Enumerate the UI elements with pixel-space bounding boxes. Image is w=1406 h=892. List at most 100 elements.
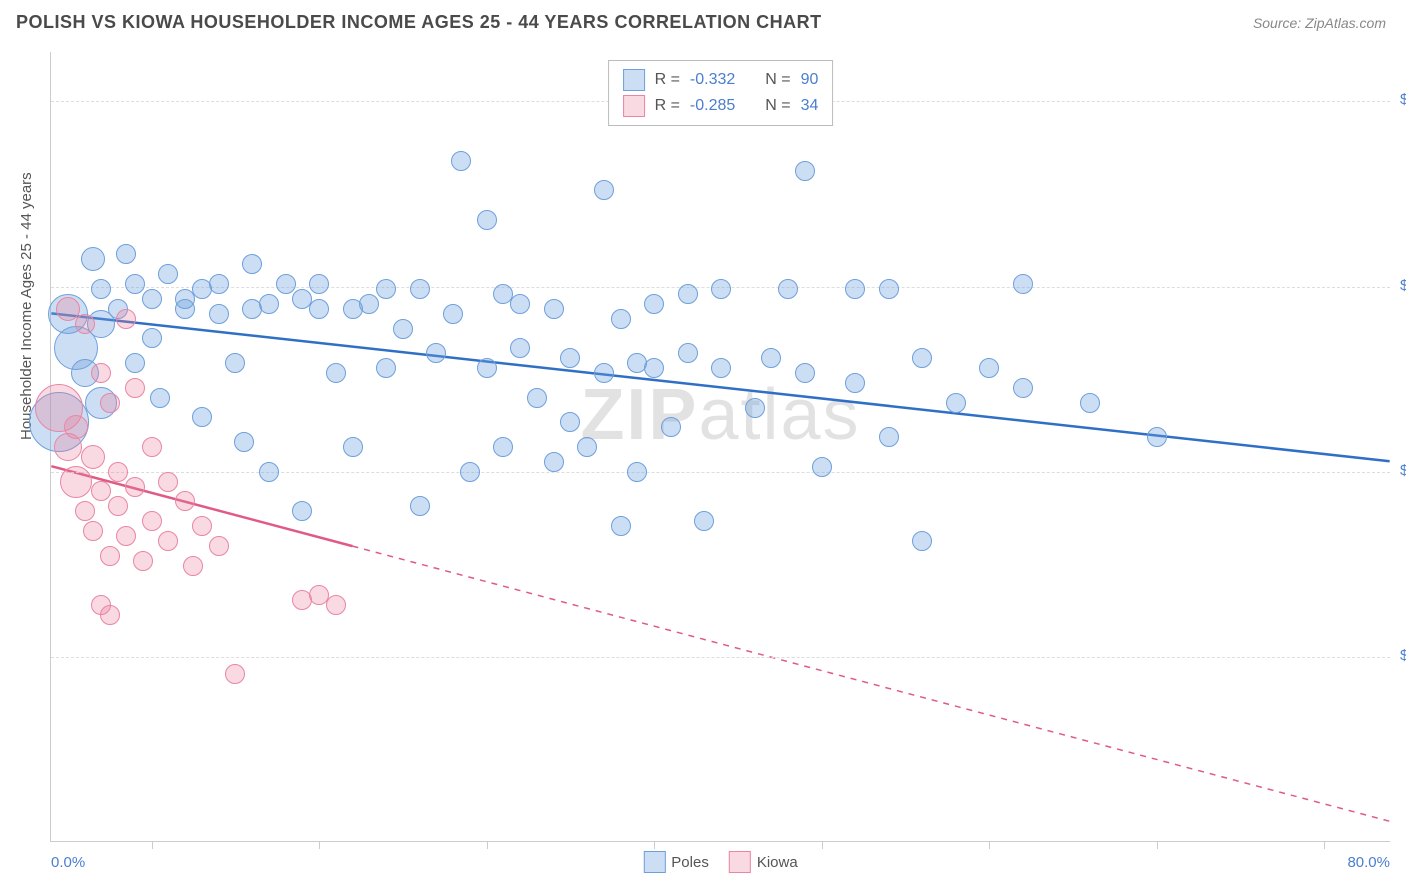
data-point-poles[interactable] [510,294,530,314]
data-point-poles[interactable] [460,462,480,482]
data-point-kiowa[interactable] [125,477,145,497]
data-point-poles[interactable] [276,274,296,294]
data-point-poles[interactable] [259,294,279,314]
data-point-poles[interactable] [309,274,329,294]
data-point-poles[interactable] [209,274,229,294]
data-point-poles[interactable] [376,358,396,378]
data-point-poles[interactable] [326,363,346,383]
data-point-kiowa[interactable] [100,605,120,625]
data-point-poles[interactable] [410,279,430,299]
data-point-kiowa[interactable] [133,551,153,571]
data-point-poles[interactable] [678,343,698,363]
data-point-poles[interactable] [393,319,413,339]
data-point-poles[interactable] [795,363,815,383]
data-point-poles[interactable] [946,393,966,413]
data-point-poles[interactable] [761,348,781,368]
data-point-poles[interactable] [845,373,865,393]
data-point-poles[interactable] [711,279,731,299]
data-point-poles[interactable] [694,511,714,531]
data-point-poles[interactable] [611,516,631,536]
data-point-kiowa[interactable] [83,521,103,541]
data-point-kiowa[interactable] [91,363,111,383]
data-point-poles[interactable] [560,348,580,368]
data-point-poles[interactable] [527,388,547,408]
data-point-kiowa[interactable] [158,472,178,492]
data-point-kiowa[interactable] [108,496,128,516]
data-point-poles[interactable] [292,501,312,521]
data-point-poles[interactable] [242,254,262,274]
data-point-poles[interactable] [845,279,865,299]
data-point-poles[interactable] [544,299,564,319]
data-point-poles[interactable] [979,358,999,378]
data-point-poles[interactable] [879,279,899,299]
data-point-poles[interactable] [812,457,832,477]
data-point-poles[interactable] [175,299,195,319]
data-point-poles[interactable] [81,247,105,271]
data-point-poles[interactable] [142,289,162,309]
data-point-poles[interactable] [1013,274,1033,294]
data-point-kiowa[interactable] [81,445,105,469]
data-point-poles[interactable] [259,462,279,482]
data-point-kiowa[interactable] [75,314,95,334]
data-point-poles[interactable] [544,452,564,472]
data-point-poles[interactable] [234,432,254,452]
data-point-poles[interactable] [795,161,815,181]
data-point-poles[interactable] [577,437,597,457]
data-point-poles[interactable] [209,304,229,324]
data-point-poles[interactable] [91,279,111,299]
data-point-kiowa[interactable] [192,516,212,536]
data-point-poles[interactable] [451,151,471,171]
data-point-kiowa[interactable] [108,462,128,482]
data-point-poles[interactable] [678,284,698,304]
data-point-poles[interactable] [627,462,647,482]
data-point-poles[interactable] [745,398,765,418]
data-point-poles[interactable] [150,388,170,408]
data-point-poles[interactable] [477,210,497,230]
data-point-poles[interactable] [912,531,932,551]
data-point-poles[interactable] [359,294,379,314]
data-point-poles[interactable] [1080,393,1100,413]
data-point-poles[interactable] [560,412,580,432]
data-point-poles[interactable] [225,353,245,373]
data-point-kiowa[interactable] [175,491,195,511]
data-point-kiowa[interactable] [91,481,111,501]
data-point-kiowa[interactable] [225,664,245,684]
data-point-kiowa[interactable] [100,546,120,566]
data-point-poles[interactable] [443,304,463,324]
data-point-poles[interactable] [778,279,798,299]
data-point-poles[interactable] [594,363,614,383]
data-point-poles[interactable] [309,299,329,319]
data-point-poles[interactable] [1147,427,1167,447]
data-point-poles[interactable] [510,338,530,358]
data-point-kiowa[interactable] [116,526,136,546]
data-point-poles[interactable] [426,343,446,363]
data-point-poles[interactable] [493,437,513,457]
data-point-kiowa[interactable] [75,501,95,521]
data-point-poles[interactable] [410,496,430,516]
data-point-poles[interactable] [711,358,731,378]
data-point-poles[interactable] [125,353,145,373]
data-point-poles[interactable] [192,407,212,427]
data-point-poles[interactable] [879,427,899,447]
data-point-poles[interactable] [611,309,631,329]
data-point-kiowa[interactable] [116,309,136,329]
data-point-kiowa[interactable] [142,511,162,531]
data-point-kiowa[interactable] [125,378,145,398]
data-point-poles[interactable] [644,358,664,378]
data-point-kiowa[interactable] [158,531,178,551]
data-point-poles[interactable] [912,348,932,368]
data-point-poles[interactable] [125,274,145,294]
data-point-poles[interactable] [1013,378,1033,398]
data-point-kiowa[interactable] [60,466,92,498]
data-point-poles[interactable] [644,294,664,314]
data-point-poles[interactable] [158,264,178,284]
data-point-poles[interactable] [594,180,614,200]
data-point-poles[interactable] [343,437,363,457]
data-point-kiowa[interactable] [64,415,88,439]
data-point-kiowa[interactable] [142,437,162,457]
data-point-kiowa[interactable] [209,536,229,556]
data-point-poles[interactable] [142,328,162,348]
data-point-poles[interactable] [116,244,136,264]
data-point-poles[interactable] [477,358,497,378]
data-point-poles[interactable] [661,417,681,437]
